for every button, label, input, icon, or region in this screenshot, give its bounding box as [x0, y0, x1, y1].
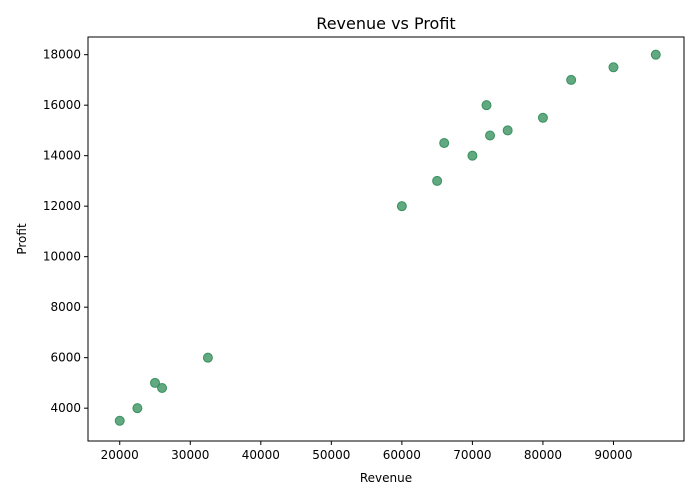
- x-tick-label: 20000: [101, 448, 139, 462]
- scatter-point: [396, 201, 407, 212]
- x-tick-label: 30000: [171, 448, 209, 462]
- scatter-point: [650, 49, 661, 60]
- y-tick-label: 6000: [50, 351, 81, 365]
- x-tick-label: 70000: [453, 448, 491, 462]
- y-tick-label: 12000: [43, 199, 81, 213]
- scatter-point: [432, 175, 443, 186]
- scatter-point: [608, 62, 619, 73]
- x-tick-label: 60000: [383, 448, 421, 462]
- y-axis: 4000 6000 8000 10000 12000 14000 16000 18000: [43, 48, 88, 415]
- scatter-point: [467, 150, 478, 161]
- scatter-point: [566, 74, 577, 85]
- scatter-point: [114, 415, 125, 426]
- y-tick-label: 16000: [43, 98, 81, 112]
- y-tick-label: 10000: [43, 250, 81, 264]
- x-tick-label: 90000: [594, 448, 632, 462]
- x-tick-label: 40000: [242, 448, 280, 462]
- scatter-point: [132, 403, 143, 414]
- points-layer: [114, 49, 661, 426]
- x-tick-label: 50000: [312, 448, 350, 462]
- scatter-point: [537, 112, 548, 123]
- chart-title: Revenue vs Profit: [316, 14, 455, 33]
- scatter-point: [202, 352, 213, 363]
- x-axis: 20000 30000 40000 50000 60000 70000 80000 90000: [101, 441, 633, 462]
- y-tick-label: 8000: [50, 300, 81, 314]
- scatter-point: [502, 125, 513, 136]
- x-tick-label: 80000: [524, 448, 562, 462]
- y-tick-label: 4000: [50, 401, 81, 415]
- y-tick-label: 18000: [43, 48, 81, 62]
- y-axis-label: Profit: [15, 223, 29, 255]
- scatter-point: [439, 138, 450, 149]
- plot-frame: [87, 36, 685, 442]
- y-tick-label: 14000: [43, 149, 81, 163]
- scatter-point: [485, 130, 496, 141]
- scatter-point: [481, 100, 492, 111]
- scatter-point: [157, 382, 168, 393]
- x-axis-label: Revenue: [360, 471, 412, 485]
- scatter-point: [150, 377, 161, 388]
